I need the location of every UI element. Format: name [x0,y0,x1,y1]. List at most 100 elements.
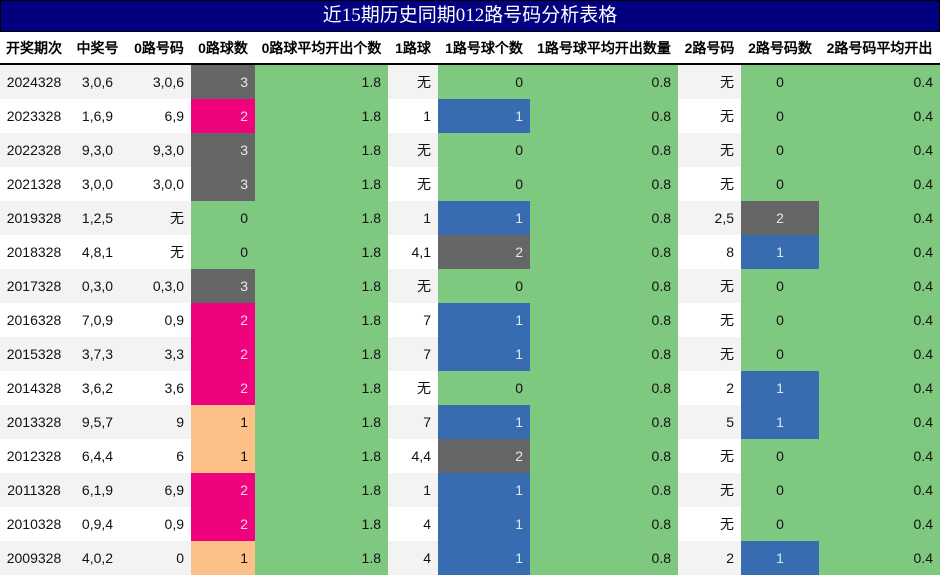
r0-avg-cell: 1.8 [255,235,388,269]
r0-avg-cell: 1.8 [255,405,388,439]
r2-avg-cell: 0.4 [819,64,940,99]
r1-cell: 无 [388,269,438,303]
r2-avg-cell: 0.4 [819,405,940,439]
r2-avg-cell: 0.4 [819,99,940,133]
r0-count-cell: 3 [191,269,255,303]
r1-cell: 4,4 [388,439,438,473]
r2-avg-cell: 0.4 [819,235,940,269]
r1-count-cell: 1 [438,303,530,337]
r2-count-cell: 0 [741,473,819,507]
number-cell: 3,0,0 [68,167,127,201]
period-cell: 2021328 [0,167,68,201]
r2-count-cell: 0 [741,167,819,201]
period-cell: 2013328 [0,405,68,439]
table-row: 2019328 1,2,5 无 0 1.8 1 1 0.8 2,5 2 0.4 [0,201,940,235]
r1-avg-cell: 0.8 [530,64,678,99]
r0-cell: 0,3,0 [127,269,191,303]
r0-cell: 无 [127,201,191,235]
r0-avg-cell: 1.8 [255,541,388,575]
period-cell: 2014328 [0,371,68,405]
r0-cell: 3,3 [127,337,191,371]
r2-count-cell: 0 [741,269,819,303]
r0-cell: 6,9 [127,473,191,507]
r0-count-cell: 1 [191,541,255,575]
r1-cell: 7 [388,405,438,439]
header-r2-avg: 2路号码平均开出 [819,32,940,65]
r0-avg-cell: 1.8 [255,473,388,507]
r0-avg-cell: 1.8 [255,99,388,133]
header-r0-avg: 0路球平均开出个数 [255,32,388,65]
r1-avg-cell: 0.8 [530,303,678,337]
number-cell: 7,0,9 [68,303,127,337]
period-cell: 2011328 [0,473,68,507]
table-row: 2015328 3,7,3 3,3 2 1.8 7 1 0.8 无 0 0.4 [0,337,940,371]
r1-count-cell: 0 [438,64,530,99]
table-row: 2011328 6,1,9 6,9 2 1.8 1 1 0.8 无 0 0.4 [0,473,940,507]
r1-count-cell: 1 [438,405,530,439]
r0-cell: 9,3,0 [127,133,191,167]
r2-cell: 无 [678,99,741,133]
r2-cell: 无 [678,133,741,167]
number-cell: 4,0,2 [68,541,127,575]
r1-cell: 7 [388,337,438,371]
r0-avg-cell: 1.8 [255,337,388,371]
r2-avg-cell: 0.4 [819,473,940,507]
number-cell: 0,3,0 [68,269,127,303]
number-cell: 4,8,1 [68,235,127,269]
r1-avg-cell: 0.8 [530,167,678,201]
r1-avg-cell: 0.8 [530,439,678,473]
r0-count-cell: 2 [191,99,255,133]
r1-count-cell: 1 [438,541,530,575]
period-cell: 2009328 [0,541,68,575]
r0-cell: 3,6 [127,371,191,405]
r0-count-cell: 3 [191,64,255,99]
table-body: 2024328 3,0,6 3,0,6 3 1.8 无 0 0.8 无 0 0.4 2023328 1,… [0,64,940,575]
r1-avg-cell: 0.8 [530,133,678,167]
r1-cell: 无 [388,371,438,405]
r2-count-cell: 0 [741,64,819,99]
period-cell: 2010328 [0,507,68,541]
r1-cell: 4 [388,541,438,575]
r2-count-cell: 0 [741,99,819,133]
r0-count-cell: 2 [191,303,255,337]
r2-count-cell: 0 [741,439,819,473]
header-r1: 1路球 [388,32,438,65]
period-cell: 2023328 [0,99,68,133]
r2-count-cell: 1 [741,405,819,439]
number-cell: 6,1,9 [68,473,127,507]
r0-avg-cell: 1.8 [255,303,388,337]
header-row: 开奖期次 中奖号 0路号码 0路球数 0路球平均开出个数 1路球 1路号球个数 … [0,32,940,65]
r1-count-cell: 1 [438,473,530,507]
r2-cell: 无 [678,507,741,541]
number-cell: 3,0,6 [68,64,127,99]
r2-count-cell: 1 [741,371,819,405]
table-title: 近15期历史同期012路号码分析表格 [0,0,940,32]
r2-cell: 8 [678,235,741,269]
r0-avg-cell: 1.8 [255,201,388,235]
r2-cell: 2,5 [678,201,741,235]
r0-count-cell: 1 [191,439,255,473]
header-r2: 2路号码 [678,32,741,65]
r1-avg-cell: 0.8 [530,507,678,541]
r0-count-cell: 0 [191,235,255,269]
header-r1-avg: 1路号球平均开出数量 [530,32,678,65]
r1-cell: 7 [388,303,438,337]
r1-count-cell: 0 [438,133,530,167]
header-r2-count: 2路号码数 [741,32,819,65]
r2-cell: 2 [678,371,741,405]
table-row: 2012328 6,4,4 6 1 1.8 4,4 2 0.8 无 0 0.4 [0,439,940,473]
table-row: 2013328 9,5,7 9 1 1.8 7 1 0.8 5 1 0.4 [0,405,940,439]
r1-cell: 无 [388,167,438,201]
r1-cell: 4,1 [388,235,438,269]
period-cell: 2024328 [0,64,68,99]
period-cell: 2018328 [0,235,68,269]
r0-count-cell: 0 [191,201,255,235]
table-row: 2023328 1,6,9 6,9 2 1.8 1 1 0.8 无 0 0.4 [0,99,940,133]
r2-count-cell: 1 [741,235,819,269]
r1-count-cell: 1 [438,201,530,235]
r1-avg-cell: 0.8 [530,235,678,269]
r2-cell: 无 [678,269,741,303]
table-row: 2014328 3,6,2 3,6 2 1.8 无 0 0.8 2 1 0.4 [0,371,940,405]
r0-cell: 3,0,6 [127,64,191,99]
r1-cell: 1 [388,99,438,133]
